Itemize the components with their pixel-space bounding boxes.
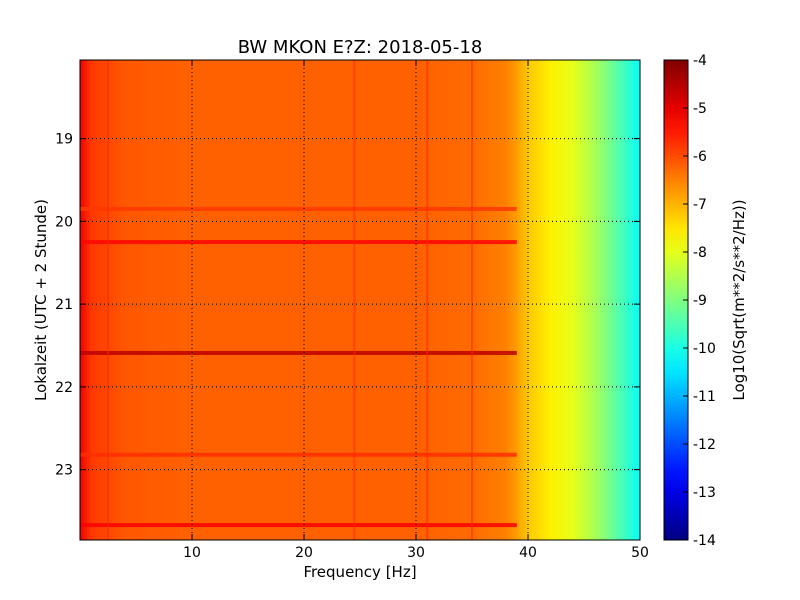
x-tick-label-1: 20: [295, 545, 313, 561]
heatmap-band-1: [80, 350, 517, 355]
heatmap-band-2: [80, 523, 517, 528]
heatmap-vline-0: [107, 60, 109, 540]
y-tick-label-3: 22: [55, 380, 73, 396]
y-tick-label-4: 23: [55, 463, 73, 479]
colorbar-tick-label-5: -9: [693, 293, 707, 309]
colorbar-tick-label-7: -11: [693, 389, 716, 405]
x-axis-ticks: 10 20 30 40 50: [183, 60, 649, 561]
x-axis-label: Frequency [Hz]: [303, 563, 416, 581]
colorbar-tick-label-9: -13: [693, 485, 716, 501]
heatmap-vline-3: [471, 60, 473, 540]
colorbar-label: Log10(Sqrt(m**2/s**2/Hz)): [730, 199, 748, 400]
x-tick-label-0: 10: [183, 545, 201, 561]
x-tick-label-2: 30: [407, 545, 425, 561]
heatmap-band-3: [80, 452, 517, 457]
colorbar-tick-label-2: -6: [693, 149, 707, 165]
y-axis-label: Lokalzeit (UTC + 2 Stunde): [32, 199, 50, 401]
y-tick-label-0: 19: [55, 132, 73, 148]
colorbar-tick-label-8: -12: [693, 437, 716, 453]
colorbar: -4 -5 -6 -7 -8 -9 -10 -11 -12 -13 -14: [663, 53, 716, 549]
heatmap-band-0: [80, 240, 517, 245]
heatmap-vertical-lines: [107, 60, 473, 540]
colorbar-tick-label-3: -7: [693, 197, 707, 213]
y-tick-label-1: 20: [55, 214, 73, 230]
chart-title: BW MKON E?Z: 2018-05-18: [238, 37, 483, 58]
y-tick-label-2: 21: [55, 297, 73, 313]
x-tick-label-4: 50: [631, 545, 649, 561]
heatmap-base: [80, 60, 640, 540]
plot-frame: [79, 59, 641, 541]
x-tick-label-3: 40: [519, 545, 537, 561]
grid-lines: [80, 60, 640, 540]
y-axis-ticks: 19 20 21 22 23: [55, 132, 640, 479]
colorbar-ticks: -4 -5 -6 -7 -8 -9 -10 -11 -12 -13 -14: [683, 53, 716, 549]
colorbar-tick-label-1: -5: [693, 101, 707, 117]
heatmap-vline-2: [426, 60, 429, 540]
colorbar-tick-label-6: -10: [693, 341, 716, 357]
colorbar-tick-label-10: -14: [693, 533, 716, 549]
colorbar-tick-label-4: -8: [693, 245, 707, 261]
heatmap-vline-1: [353, 60, 356, 540]
plot-area: 10 20 30 40 50 19 20 21 22 23: [55, 59, 649, 561]
heatmap-bands: [80, 206, 517, 528]
heatmap-band-4: [80, 206, 517, 211]
colorbar-tick-label-0: -4: [693, 53, 707, 69]
